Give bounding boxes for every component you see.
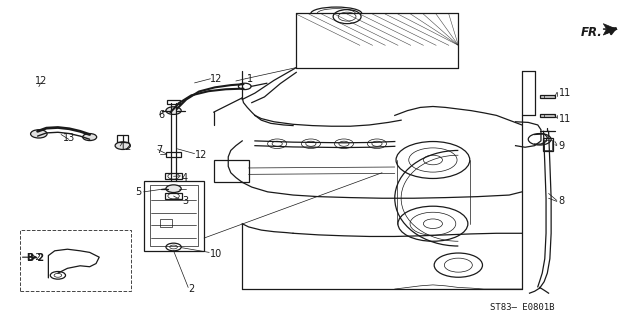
Text: 10: 10	[210, 249, 223, 259]
Circle shape	[166, 107, 181, 115]
Bar	[165, 173, 182, 179]
Text: 11: 11	[559, 114, 571, 124]
Text: 1: 1	[247, 74, 254, 84]
Bar	[166, 152, 181, 157]
Text: 11: 11	[559, 88, 571, 98]
Text: 12: 12	[194, 150, 207, 160]
Text: 12: 12	[34, 76, 47, 86]
Text: 2: 2	[189, 284, 194, 294]
Bar	[213, 160, 248, 182]
Text: B-2: B-2	[26, 253, 41, 262]
Circle shape	[83, 133, 97, 140]
Bar	[144, 181, 204, 251]
Text: 4: 4	[182, 172, 188, 182]
Text: ST83– E0801B: ST83– E0801B	[490, 303, 554, 312]
Text: 12: 12	[120, 142, 132, 152]
Bar	[543, 138, 553, 151]
Polygon shape	[603, 24, 617, 35]
Text: 3: 3	[182, 196, 188, 206]
Text: 5: 5	[136, 187, 142, 197]
Text: FR.: FR.	[581, 26, 603, 39]
Text: 12: 12	[210, 74, 223, 84]
Bar	[20, 230, 131, 291]
Bar	[544, 140, 552, 150]
Text: 13: 13	[62, 133, 75, 143]
Text: 9: 9	[559, 141, 565, 151]
Bar	[150, 186, 197, 246]
Text: 8: 8	[559, 196, 565, 206]
Bar	[117, 134, 129, 141]
Text: 6: 6	[159, 110, 164, 120]
Text: 7: 7	[157, 146, 162, 156]
Bar	[540, 114, 555, 117]
Circle shape	[115, 142, 131, 149]
Circle shape	[31, 130, 47, 138]
Circle shape	[166, 185, 181, 193]
Bar	[540, 95, 555, 98]
Bar	[168, 100, 180, 104]
Text: B-2: B-2	[26, 253, 44, 263]
Bar	[160, 219, 173, 227]
Bar	[165, 193, 182, 199]
